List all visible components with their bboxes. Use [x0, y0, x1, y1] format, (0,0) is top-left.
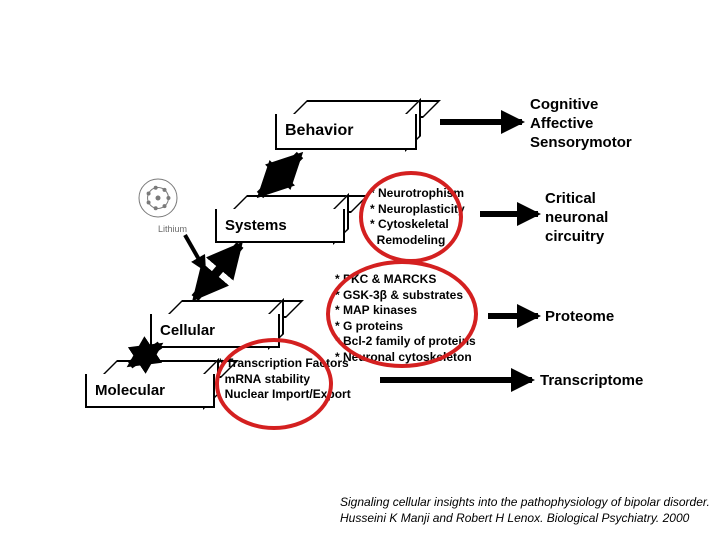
right-label-systems: Criticalneuronalcircuitry — [545, 190, 608, 246]
highlight-circle-systems — [359, 171, 463, 263]
highlight-circle-molecular — [215, 338, 333, 430]
right-label-cellular: Proteome — [545, 308, 614, 327]
lithium-icon — [137, 177, 179, 219]
right-label-molecular: Transcriptome — [540, 372, 643, 391]
lithium-label: Lithium — [158, 224, 187, 234]
right-label-behavior: CognitiveAffectiveSensorymotor — [530, 96, 632, 152]
diagram-stage: Behavior Systems Cellular Molecular * Ne… — [0, 0, 720, 540]
caption: Signaling cellular insights into the pat… — [340, 495, 710, 526]
highlight-circle-cellular — [326, 260, 478, 368]
